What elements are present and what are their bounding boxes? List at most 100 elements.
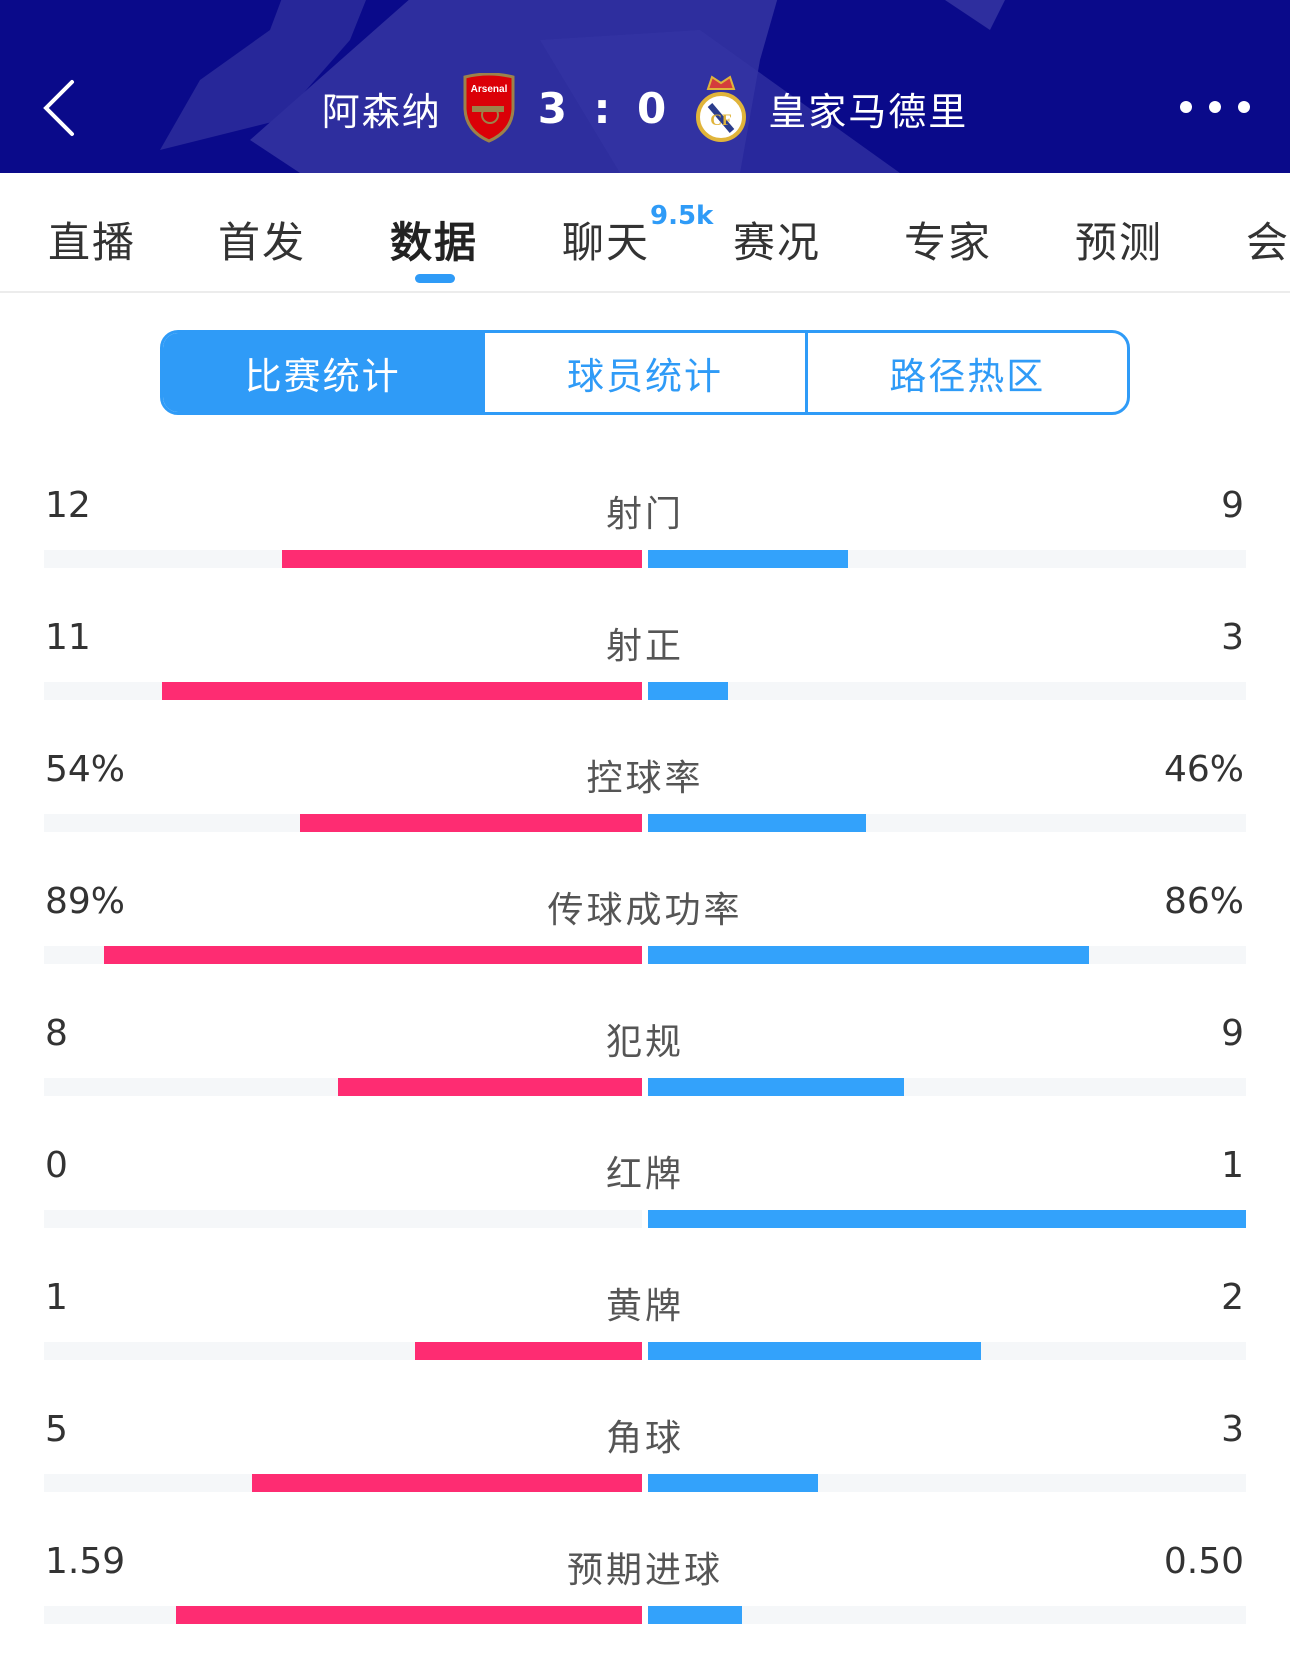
- tab-label: 赛况: [733, 218, 822, 267]
- away-value: 3: [1221, 1409, 1244, 1450]
- ellipsis-dot-icon: [1238, 101, 1250, 113]
- tab-label: 直播: [48, 218, 137, 267]
- away-bar-track: [648, 1606, 1246, 1624]
- ellipsis-dot-icon: [1209, 101, 1221, 113]
- home-bar-track: [44, 1474, 642, 1492]
- home-bar-track: [44, 1606, 642, 1624]
- away-bar: [648, 814, 867, 832]
- tab-label: 聊天: [562, 218, 651, 267]
- away-bar: [648, 1606, 742, 1624]
- away-bar: [648, 550, 848, 568]
- home-bar: [299, 814, 642, 832]
- tab-label: 会: [1246, 218, 1290, 267]
- home-bar-track: [44, 1342, 642, 1360]
- tab-data[interactable]: 数据: [390, 209, 478, 270]
- stats-list: 12 射门 9 11 射正 3 54% 控球率 46% 89% 传球成功率 86% 8 犯规 9 0 红牌 1 1 黄…: [0, 450, 1290, 1638]
- home-bar-track: [44, 814, 642, 832]
- stat-label: 射正: [605, 626, 684, 667]
- stat-label: 控球率: [586, 758, 704, 799]
- more-options-button[interactable]: [1180, 92, 1250, 122]
- stat-label: 犯规: [605, 1022, 684, 1063]
- tab-match-events[interactable]: 赛况: [733, 209, 821, 270]
- away-bar-track: [648, 814, 1246, 832]
- stat-label: 射门: [605, 494, 684, 535]
- stat-row-red-cards: 0 红牌 1: [0, 1110, 1290, 1242]
- tab-label: 预测: [1075, 218, 1164, 267]
- stat-label: 黄牌: [605, 1286, 684, 1327]
- home-bar: [252, 1474, 642, 1492]
- home-bar-track: [44, 1210, 642, 1228]
- stat-row-shots-on-target: 11 射正 3: [0, 582, 1290, 714]
- away-bar: [648, 1342, 982, 1360]
- away-bar-track: [648, 1474, 1246, 1492]
- away-bar: [648, 1210, 1246, 1228]
- home-bar: [282, 550, 642, 568]
- match-header: 阿森纳 Arsenal 3 : 0 CF 皇家马德里: [0, 0, 1290, 173]
- active-tab-indicator: [415, 274, 455, 283]
- away-bar-track: [648, 1210, 1246, 1228]
- stat-row-fouls: 8 犯规 9: [0, 978, 1290, 1110]
- away-value: 0.50: [1163, 1541, 1244, 1582]
- away-value: 1: [1221, 1145, 1244, 1186]
- tab-chat[interactable]: 聊天 9.5k: [562, 201, 713, 270]
- home-value: 1.59: [45, 1541, 126, 1582]
- stat-row-possession: 54% 控球率 46%: [0, 714, 1290, 846]
- tab-label: 专家: [904, 218, 993, 267]
- home-value: 0: [45, 1145, 68, 1186]
- home-value: 11: [45, 617, 91, 658]
- away-bar-track: [648, 1342, 1246, 1360]
- away-value: 2: [1221, 1277, 1244, 1318]
- arsenal-crest-icon[interactable]: Arsenal: [460, 72, 518, 143]
- home-value: 5: [45, 1409, 68, 1450]
- tab-more-truncated[interactable]: 会: [1246, 209, 1290, 270]
- home-value: 89%: [45, 881, 126, 922]
- away-bar-track: [648, 682, 1246, 700]
- away-value: 9: [1221, 1013, 1244, 1054]
- match-scoreline: 阿森纳 Arsenal 3 : 0 CF 皇家马德里: [0, 72, 1290, 144]
- home-value: 12: [45, 485, 91, 526]
- svg-text:CF: CF: [711, 112, 733, 129]
- home-bar-track: [44, 1078, 642, 1096]
- away-team-name[interactable]: 皇家马德里: [768, 89, 969, 134]
- home-value: 54%: [45, 749, 126, 790]
- segment-player-stats[interactable]: 球员统计: [482, 333, 804, 412]
- home-bar: [338, 1078, 642, 1096]
- real-madrid-crest-icon[interactable]: CF: [692, 73, 750, 143]
- segment-heatmap[interactable]: 路径热区: [804, 333, 1127, 412]
- away-value: 9: [1221, 485, 1244, 526]
- tab-prediction[interactable]: 预测: [1075, 209, 1163, 270]
- back-button[interactable]: [38, 72, 88, 142]
- tab-live[interactable]: 直播: [48, 209, 136, 270]
- tab-label: 首发: [218, 218, 307, 267]
- svg-text:Arsenal: Arsenal: [470, 84, 507, 95]
- home-bar-track: [44, 682, 642, 700]
- stat-row-shots: 12 射门 9: [0, 450, 1290, 582]
- stat-label: 角球: [605, 1418, 684, 1459]
- home-value: 1: [45, 1277, 68, 1318]
- stat-row-expected-goals: 1.59 预期进球 0.50: [0, 1506, 1290, 1638]
- home-bar: [161, 682, 642, 700]
- stat-row-corners: 5 角球 3: [0, 1374, 1290, 1506]
- away-bar: [648, 1474, 818, 1492]
- away-bar: [648, 682, 729, 700]
- home-bar-track: [44, 946, 642, 964]
- stats-segmented-control: 比赛统计 球员统计 路径热区: [160, 330, 1130, 415]
- away-bar-track: [648, 550, 1246, 568]
- tab-label: 数据: [390, 218, 479, 267]
- away-value: 46%: [1163, 749, 1244, 790]
- away-value: 86%: [1163, 881, 1244, 922]
- away-value: 3: [1221, 617, 1244, 658]
- away-bar: [648, 1078, 904, 1096]
- away-bar-track: [648, 1078, 1246, 1096]
- home-team-name[interactable]: 阿森纳: [321, 89, 442, 134]
- away-bar-track: [648, 946, 1246, 964]
- stat-label: 传球成功率: [547, 890, 743, 931]
- home-value: 8: [45, 1013, 68, 1054]
- home-bar: [176, 1606, 642, 1624]
- tab-experts[interactable]: 专家: [904, 209, 992, 270]
- tab-lineup[interactable]: 首发: [218, 209, 306, 270]
- stat-label: 预期进球: [566, 1550, 723, 1591]
- stat-row-yellow-cards: 1 黄牌 2: [0, 1242, 1290, 1374]
- segment-match-stats[interactable]: 比赛统计: [163, 333, 483, 412]
- away-bar: [648, 946, 1089, 964]
